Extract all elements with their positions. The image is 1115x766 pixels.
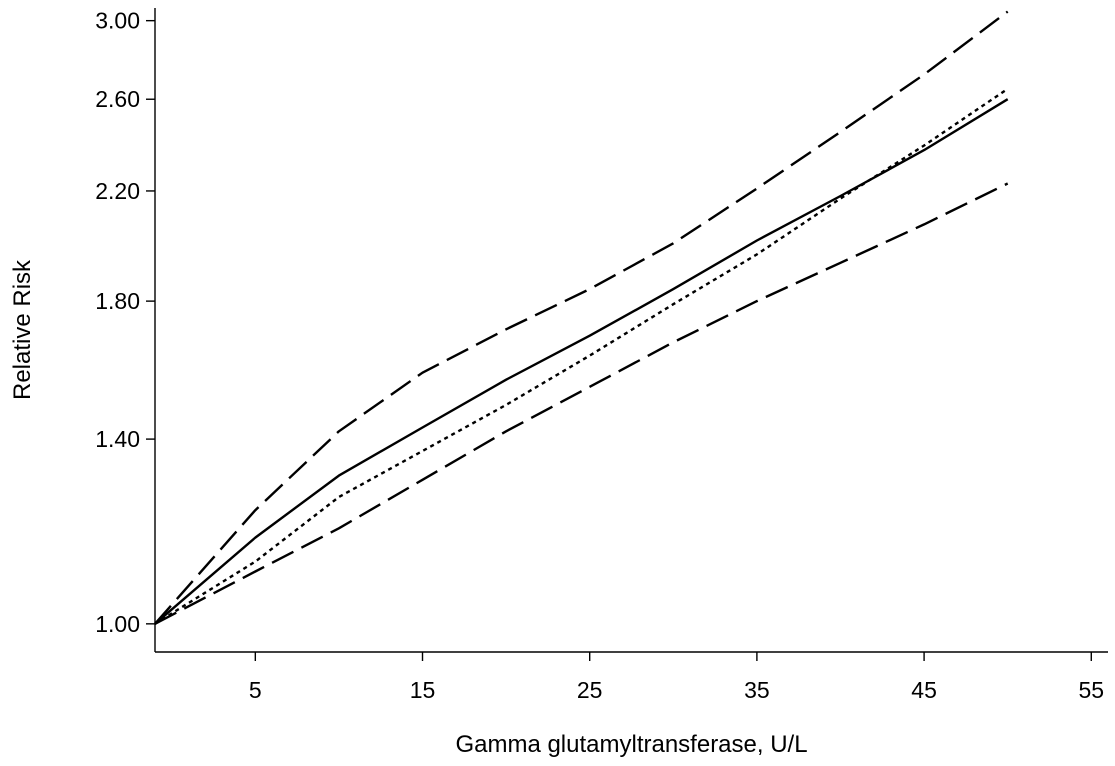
series-lines bbox=[154, 10, 1009, 625]
y-tick-label: 3.00 bbox=[95, 8, 140, 34]
y-tick-label: 1.80 bbox=[95, 288, 140, 314]
y-axis-ticks: 1.00 1.40 1.80 2.20 2.60 3.00 bbox=[95, 8, 155, 637]
series-line-1-solid bbox=[154, 98, 1009, 625]
x-tick-label: 5 bbox=[249, 677, 262, 703]
y-tick-label: 1.00 bbox=[95, 611, 140, 637]
series-line-4-long-dash bbox=[154, 182, 1009, 625]
x-axis-title: Gamma glutamyltransferase, U/L bbox=[455, 731, 807, 758]
x-tick-label: 55 bbox=[1078, 677, 1104, 703]
x-axis-ticks: 5 15 25 35 45 55 bbox=[249, 652, 1104, 703]
x-tick-label: 25 bbox=[577, 677, 603, 703]
x-tick-label: 35 bbox=[744, 677, 770, 703]
x-tick-label: 45 bbox=[911, 677, 937, 703]
y-axis-title: Relative Risk bbox=[9, 259, 36, 400]
y-tick-label: 2.60 bbox=[95, 86, 140, 112]
y-tick-label: 2.20 bbox=[95, 178, 140, 204]
axes bbox=[154, 8, 1108, 653]
x-tick-label: 15 bbox=[410, 677, 436, 703]
y-tick-label: 1.40 bbox=[95, 426, 140, 452]
series-line-3-long-dash bbox=[154, 10, 1009, 625]
series-line-2-short-dash bbox=[154, 87, 1009, 625]
